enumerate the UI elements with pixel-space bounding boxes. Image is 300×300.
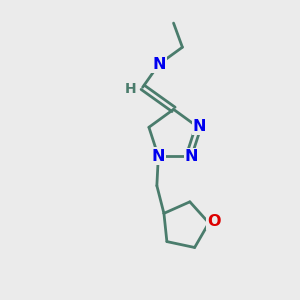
Text: N: N xyxy=(152,57,166,72)
Text: O: O xyxy=(207,214,221,229)
Text: H: H xyxy=(124,82,136,96)
Text: N: N xyxy=(152,149,165,164)
Text: N: N xyxy=(193,119,206,134)
Text: N: N xyxy=(185,149,199,164)
